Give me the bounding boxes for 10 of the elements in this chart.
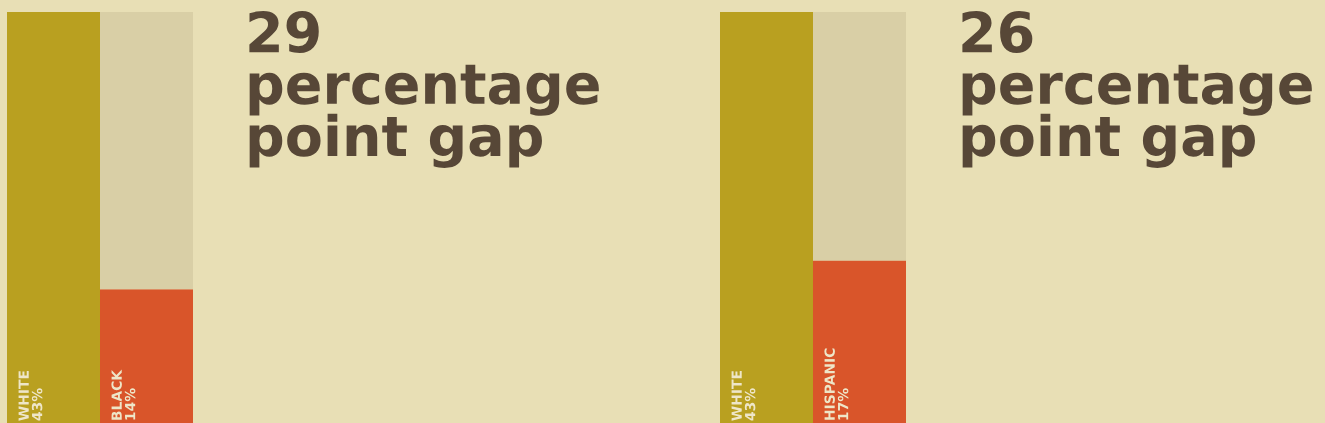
data-label: 43% (744, 388, 756, 421)
category-label: BLACK (111, 369, 122, 420)
category-label: WHITE (18, 371, 29, 421)
text: 26 percentage point gap (962, 10, 1312, 168)
data-label: 43% (31, 388, 43, 421)
category-label: HISPANIC (824, 348, 835, 420)
text: 29 percentage point gap (249, 10, 599, 168)
data-label: 14% (124, 388, 136, 420)
data-label: 17% (837, 388, 849, 420)
category-label: WHITE (731, 371, 742, 421)
